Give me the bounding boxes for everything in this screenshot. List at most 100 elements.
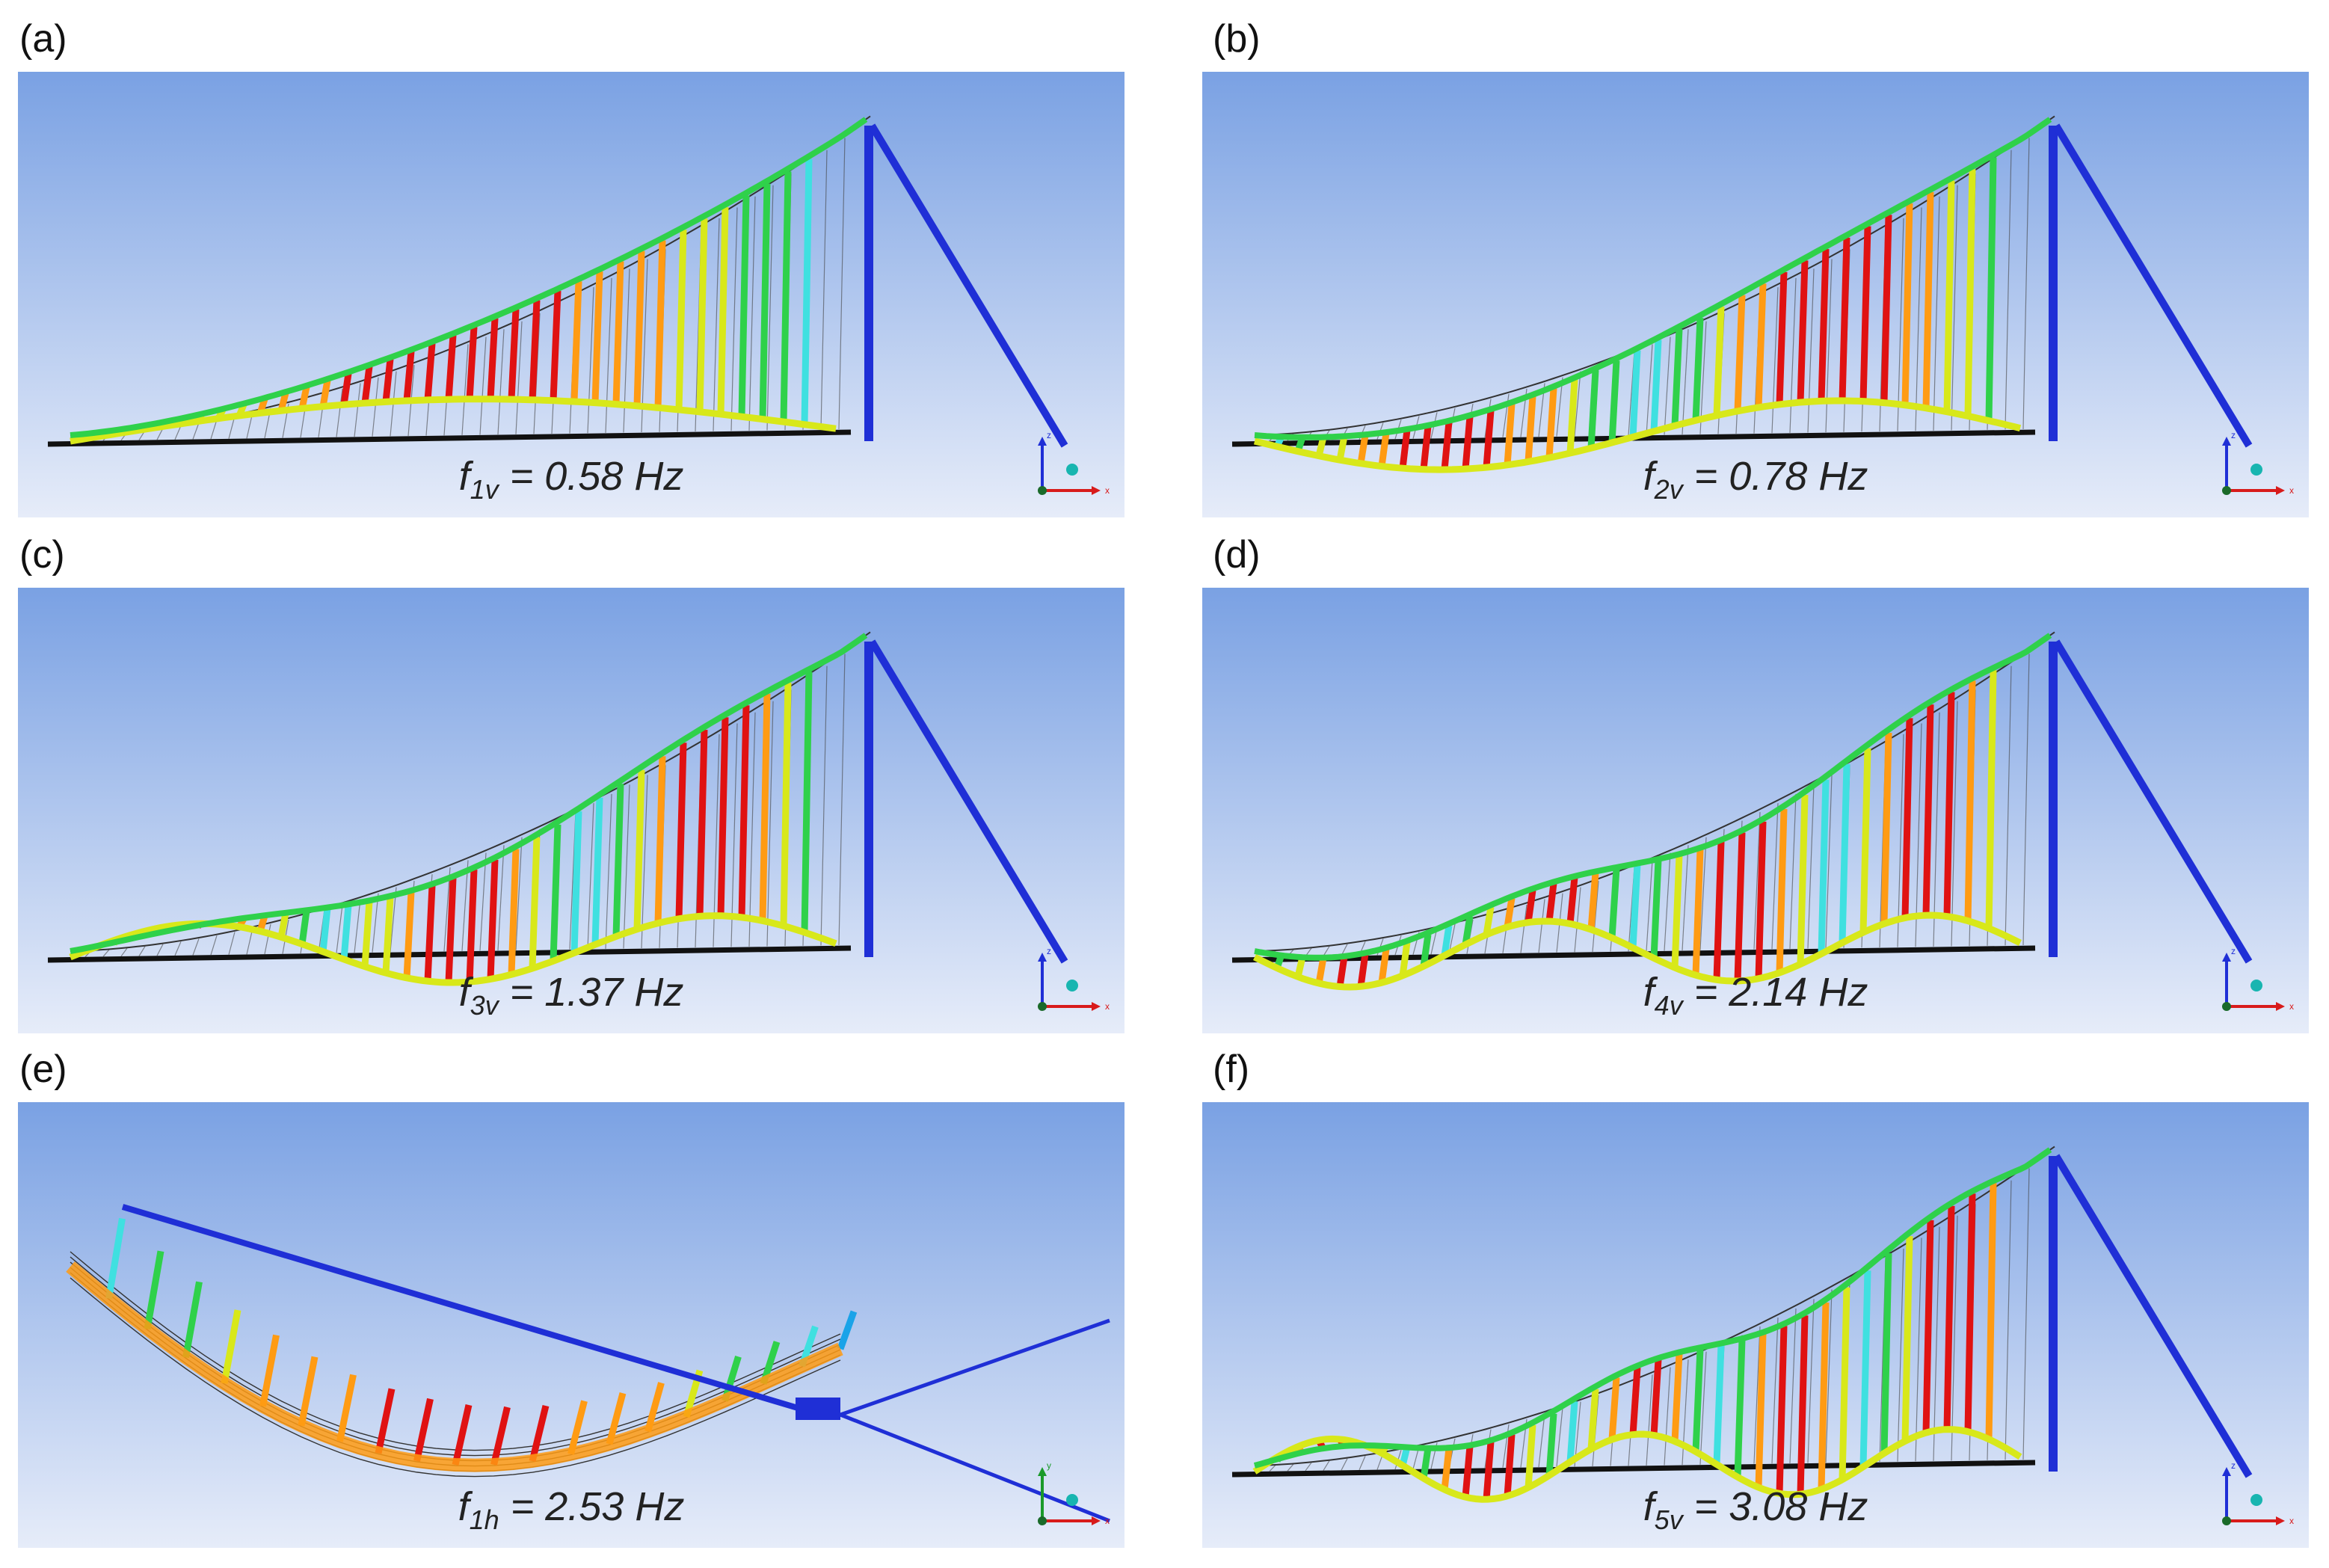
deformed-hanger	[1755, 1333, 1767, 1488]
deformed-hanger	[1525, 396, 1536, 462]
deformed-hanger	[1713, 306, 1725, 416]
reference-hanger	[515, 837, 523, 950]
deformed-hanger	[1734, 832, 1746, 982]
reference-hanger	[2005, 1180, 2012, 1460]
deformed-hanger	[445, 335, 457, 400]
reference-hanger	[1789, 1308, 1797, 1463]
anchor-block	[796, 1398, 840, 1420]
deformed-hanger	[696, 729, 708, 917]
reference-hanger	[138, 946, 146, 956]
deformed-hanger	[550, 290, 562, 401]
deformed-hanger	[1587, 872, 1599, 930]
deformed-hanger	[1943, 180, 1955, 412]
deformed-hanger	[1441, 925, 1453, 956]
deformed-hanger	[1566, 1401, 1578, 1463]
backstay	[868, 639, 1068, 964]
reference-hanger	[1556, 377, 1563, 437]
deformed-hanger	[298, 1356, 319, 1427]
deformed-hanger	[1525, 1424, 1536, 1488]
reference-hanger	[2022, 138, 2030, 430]
deformed-deck	[66, 1261, 843, 1472]
deformed-hanger	[1399, 429, 1411, 469]
deformed-hanger	[1943, 1205, 1955, 1430]
deformed-hanger	[1483, 1441, 1495, 1500]
deformed-hanger	[759, 183, 771, 419]
deck-outline	[70, 1277, 841, 1478]
deformed-hanger	[675, 229, 687, 411]
deformed-hanger	[1839, 1287, 1850, 1480]
panel-label-f: (f)	[1213, 1048, 1250, 1091]
deformed-hanger	[1943, 692, 1955, 917]
deformed-hanger	[1671, 328, 1683, 426]
axis-x-label: x	[1105, 485, 1110, 496]
reference-hanger	[1825, 775, 1833, 949]
reference-hanger	[372, 893, 379, 953]
reference-hanger	[1574, 371, 1581, 437]
deck-girder	[47, 429, 852, 447]
reference-hanger	[1897, 734, 1904, 947]
deformed-hanger	[529, 300, 541, 400]
axis-up-label: z	[2231, 1460, 2236, 1471]
deformed-hanger	[644, 1382, 665, 1433]
reference-hanger	[1807, 784, 1815, 949]
deformed-deck	[1253, 397, 2022, 473]
axis-up-label: z	[2231, 430, 2236, 440]
deformed-hanger	[452, 1404, 473, 1466]
deformed-hanger	[340, 904, 352, 960]
reference-hanger	[1771, 1318, 1779, 1464]
reference-hanger	[443, 867, 451, 952]
deformed-hanger	[340, 372, 352, 405]
reference-hanger	[1323, 1460, 1330, 1471]
deformed-hanger	[1859, 226, 1871, 402]
deformed-cable	[70, 633, 868, 954]
reference-hanger	[1933, 196, 1940, 431]
deformed-hanger	[633, 769, 645, 929]
deformed-hanger	[717, 717, 729, 916]
reference-hanger	[1933, 712, 1940, 947]
deformed-hanger	[1692, 317, 1704, 421]
deformed-hanger	[633, 250, 645, 406]
reference-hanger	[120, 947, 128, 957]
bridge-mode-diagram: zx	[1202, 1102, 2309, 1548]
axis-x-head	[1092, 1516, 1101, 1525]
frequency-label: f1h = 2.53 Hz	[458, 1484, 685, 1535]
deformed-hanger	[1671, 855, 1683, 968]
reference-hanger	[766, 185, 774, 431]
reference-hanger	[605, 793, 612, 949]
deformed-hanger	[738, 705, 750, 917]
deformed-hanger	[1985, 670, 1997, 929]
reference-hanger	[1646, 860, 1653, 951]
deformed-hanger	[570, 811, 582, 953]
deformed-hanger	[221, 1309, 241, 1384]
deformed-hanger	[1504, 897, 1516, 928]
reference-hanger	[228, 416, 236, 439]
deformed-hanger	[1880, 1252, 1892, 1454]
reference-hanger	[1305, 1462, 1312, 1472]
axis-x-label: x	[2289, 1001, 2294, 1012]
axis-up-label: z	[1047, 946, 1051, 956]
deformed-hanger	[1608, 867, 1620, 938]
reference-hanger	[713, 218, 720, 431]
deformed-hanger	[1504, 403, 1516, 466]
reference-hanger	[1807, 1299, 1815, 1463]
axis-x-label: x	[2289, 1516, 2294, 1526]
reference-hanger	[1341, 1458, 1348, 1471]
deformed-hanger	[1462, 915, 1474, 945]
deformed-hanger	[1336, 435, 1348, 461]
deformed-hanger	[1357, 434, 1369, 464]
deformed-hanger	[1964, 1193, 1976, 1432]
deformed-hanger	[424, 343, 436, 401]
axis-sphere	[1066, 464, 1078, 476]
deformed-cable	[1254, 117, 2052, 440]
reference-hanger	[1933, 1226, 1940, 1461]
deformed-hanger	[144, 1250, 164, 1330]
deck-girder	[1231, 1460, 2036, 1478]
deformed-hanger	[1441, 421, 1453, 470]
deformed-hanger	[1315, 957, 1327, 984]
axis-sphere	[2250, 980, 2262, 991]
deformed-hanger	[319, 907, 331, 953]
deformed-hanger	[1713, 841, 1725, 980]
reference-hanger	[2022, 1168, 2030, 1460]
reference-hanger	[1771, 803, 1779, 950]
